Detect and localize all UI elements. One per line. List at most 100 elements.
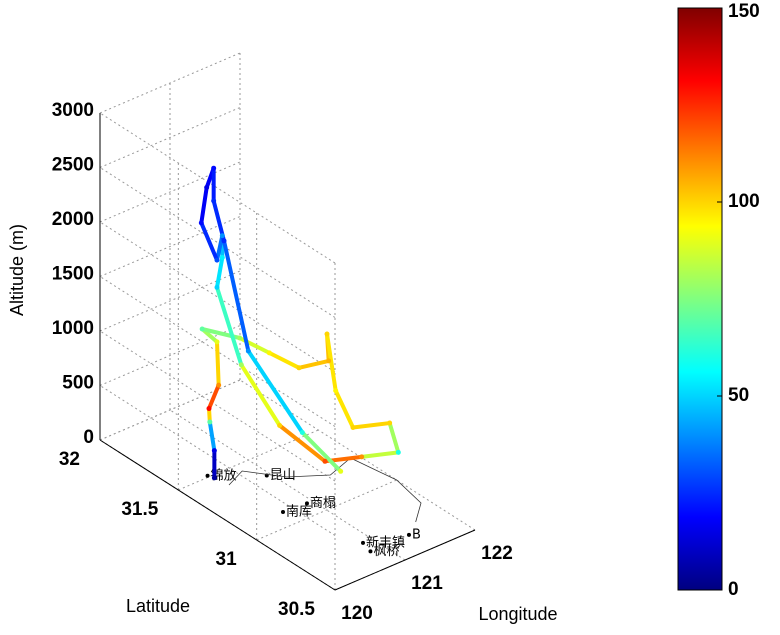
z-tick-label: 2500: [52, 155, 94, 176]
track-segment: [207, 383, 221, 411]
track-point: [214, 339, 220, 345]
place-label: B: [412, 527, 421, 542]
z-tick-label: 1000: [52, 318, 94, 339]
place-label: 昆山: [270, 468, 296, 483]
track-point: [207, 419, 213, 425]
y-tick-label: 31: [216, 549, 238, 570]
grid-line: [99, 325, 241, 386]
grid-line: [99, 52, 241, 114]
track-point: [395, 449, 401, 455]
track-segment: [207, 420, 217, 453]
x-tick-label: 121: [411, 573, 443, 594]
track-point: [214, 257, 220, 263]
track-segment: [215, 233, 225, 263]
track-segment: [297, 358, 331, 370]
place-marker: [368, 549, 373, 554]
track-point: [245, 348, 251, 354]
place-marker: [281, 510, 285, 514]
colorbar: [677, 7, 723, 591]
track-point: [266, 350, 272, 356]
place-label: 商榻: [310, 496, 336, 511]
y-tick-label: 32: [59, 449, 80, 470]
track-segment: [239, 362, 282, 428]
place-label: 锦放: [211, 468, 237, 483]
track-segment: [222, 238, 251, 353]
x-tick-label: 120: [341, 603, 373, 624]
track-segment: [199, 220, 219, 263]
track-point: [299, 430, 305, 435]
z-axis-title: Altitude (m): [7, 224, 27, 316]
grid-line: [169, 409, 406, 561]
z-tick-label: 2000: [52, 209, 94, 230]
track-point: [219, 255, 225, 260]
z-tick-label: 3000: [52, 100, 94, 121]
axis-line: [334, 529, 476, 591]
track-point: [214, 284, 220, 290]
track-point: [211, 475, 217, 481]
track-point: [333, 388, 339, 394]
z-tick-label: 1500: [52, 264, 94, 285]
grid-line: [99, 161, 241, 223]
track-point: [211, 165, 217, 171]
track-point: [204, 185, 210, 191]
track-point: [350, 425, 356, 430]
track-segment: [215, 339, 221, 388]
track-point: [322, 458, 328, 464]
track-segment: [300, 430, 343, 474]
track-segment: [267, 350, 301, 370]
track-point: [198, 220, 204, 226]
y-tick-label: 31.5: [121, 499, 158, 520]
track-point: [359, 454, 365, 460]
track-segment: [215, 255, 225, 290]
track-segment: [387, 421, 401, 455]
z-tick-label: 0: [83, 427, 94, 448]
colorbar-tick-label: 50: [728, 385, 749, 406]
track-point: [219, 233, 225, 239]
map-outline: [228, 457, 422, 523]
track-segment: [333, 388, 355, 430]
track-point: [216, 382, 222, 388]
grid-line: [99, 221, 336, 373]
colorbar-tick-label: 0: [728, 579, 739, 600]
z-tick-label: 500: [62, 373, 94, 394]
grid-line: [99, 385, 336, 536]
track-point: [277, 423, 283, 428]
track-point: [238, 362, 244, 368]
grid-line: [239, 379, 476, 531]
track-point: [237, 335, 243, 341]
track-point: [338, 468, 344, 474]
track-point: [387, 420, 393, 426]
track-point: [221, 238, 227, 244]
place-label: 新丰镇: [366, 534, 405, 550]
axis-line: [99, 439, 336, 591]
place-marker: [361, 540, 365, 545]
place-label: 南库: [286, 504, 312, 520]
grid-line: [99, 330, 336, 482]
track-point: [296, 365, 302, 371]
grid-line: [256, 479, 397, 541]
track-segment: [325, 332, 338, 393]
track-segment: [277, 423, 327, 464]
track-segment: [359, 450, 401, 459]
grid-line: [99, 112, 336, 264]
track-point: [199, 326, 205, 332]
track-point: [324, 331, 330, 337]
track-point: [326, 358, 332, 364]
grid-line: [99, 216, 241, 277]
place-marker: [304, 501, 309, 506]
x-tick-label: 122: [481, 543, 513, 564]
colorbar-tick-label: 100: [728, 191, 760, 212]
track-point: [206, 406, 212, 412]
track-segment: [246, 349, 305, 435]
place-marker: [406, 532, 411, 537]
y-tick-label: 30.5: [278, 599, 315, 620]
track-point: [211, 198, 217, 204]
grid-line: [99, 167, 336, 318]
track-segment: [351, 421, 392, 430]
grid-line: [99, 107, 241, 168]
track-segment: [199, 185, 209, 225]
track-segment: [215, 285, 244, 367]
y-axis-title: Latitude: [126, 596, 190, 616]
grid-line: [99, 276, 336, 427]
